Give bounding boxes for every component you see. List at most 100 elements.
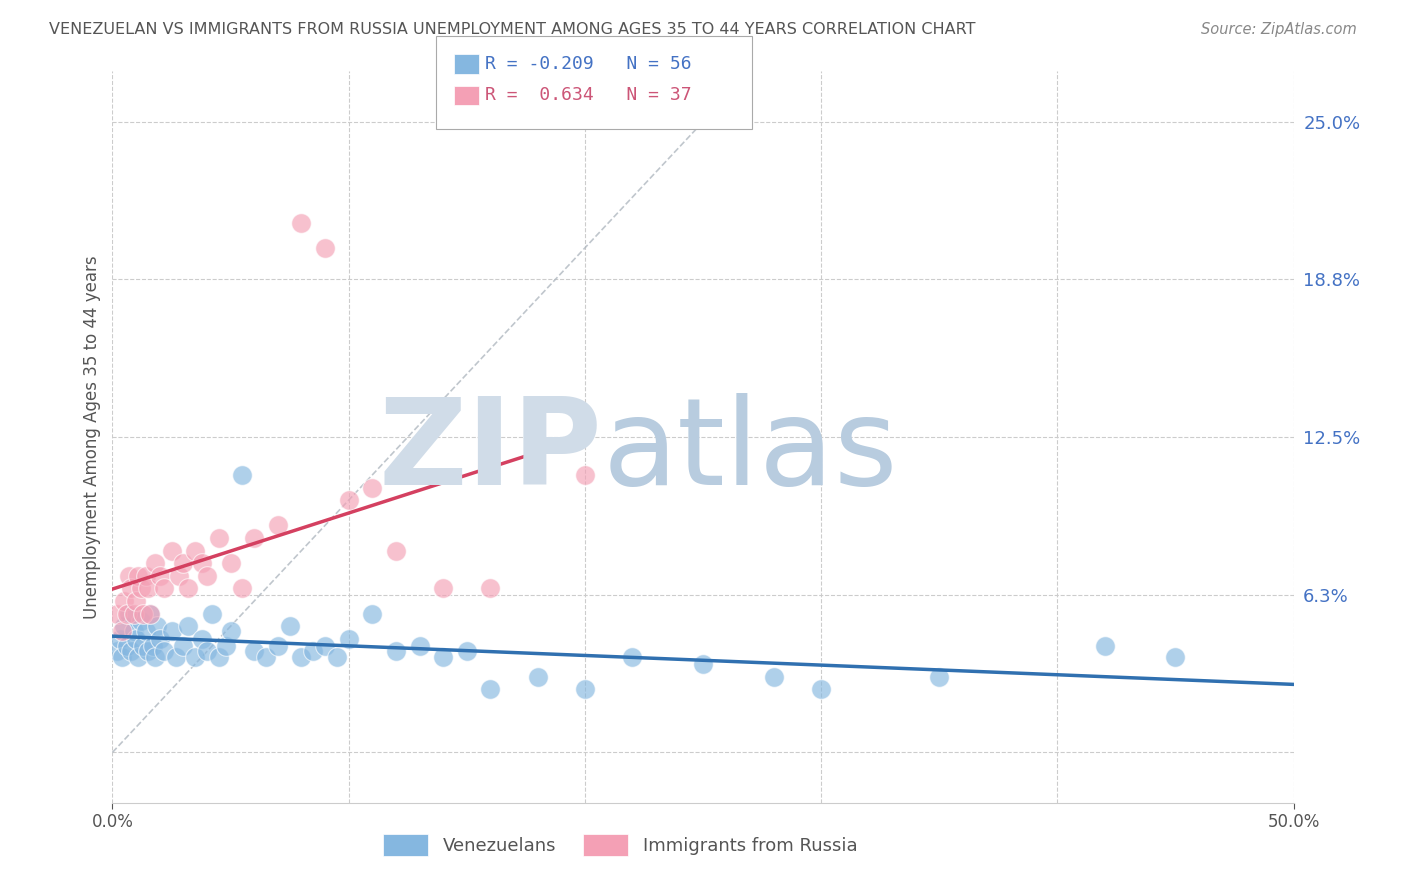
Point [201, 607, 224, 621]
Point [129, 614, 152, 628]
Point [108, 632, 131, 646]
Point [278, 619, 301, 633]
Point [361, 481, 384, 495]
Point [267, 640, 290, 654]
Point [143, 556, 166, 570]
Point [115, 640, 138, 654]
Point [127, 649, 149, 664]
Point [432, 582, 454, 596]
Point [526, 670, 548, 684]
Point [135, 624, 157, 639]
Text: ZIP: ZIP [378, 393, 603, 510]
Point [1094, 640, 1116, 654]
Point [127, 569, 149, 583]
Point [456, 644, 478, 658]
Point [231, 582, 253, 596]
Point [153, 582, 176, 596]
Point [112, 619, 135, 633]
Point [692, 657, 714, 671]
Point [361, 607, 384, 621]
Point [111, 624, 134, 639]
Point [314, 640, 336, 654]
Point [208, 649, 231, 664]
Text: VENEZUELAN VS IMMIGRANTS FROM RUSSIA UNEMPLOYMENT AMONG AGES 35 TO 44 YEARS CORR: VENEZUELAN VS IMMIGRANTS FROM RUSSIA UNE… [49, 22, 976, 37]
Point [177, 619, 200, 633]
Point [129, 582, 152, 596]
Point [165, 649, 187, 664]
Point [177, 582, 200, 596]
Point [191, 632, 214, 646]
Point [810, 682, 832, 697]
Point [136, 582, 159, 596]
Point [142, 640, 165, 654]
Point [125, 632, 148, 646]
Legend: Venezuelans, Immigrants from Russia: Venezuelans, Immigrants from Russia [375, 827, 865, 863]
Text: R =  0.634   N = 37: R = 0.634 N = 37 [485, 87, 692, 104]
Point [243, 644, 266, 658]
Point [314, 241, 336, 255]
Y-axis label: Unemployment Among Ages 35 to 44 years: Unemployment Among Ages 35 to 44 years [83, 255, 101, 619]
Point [290, 649, 312, 664]
Point [479, 682, 502, 697]
Point [132, 640, 155, 654]
Point [139, 607, 162, 621]
Point [172, 640, 194, 654]
Point [139, 607, 162, 621]
Point [149, 569, 172, 583]
Point [621, 649, 644, 664]
Point [118, 607, 141, 621]
Point [143, 649, 166, 664]
Point [231, 467, 253, 482]
Point [326, 649, 349, 664]
Point [219, 556, 242, 570]
Point [267, 518, 290, 533]
Point [149, 632, 172, 646]
Point [160, 543, 183, 558]
Point [167, 569, 190, 583]
Point [762, 670, 785, 684]
Point [302, 644, 325, 658]
Point [385, 644, 408, 658]
Point [112, 594, 135, 608]
Point [191, 556, 214, 570]
Point [105, 644, 128, 658]
Point [1164, 649, 1187, 664]
Point [337, 632, 360, 646]
Point [118, 569, 141, 583]
Point [574, 682, 596, 697]
Point [120, 582, 142, 596]
Point [122, 607, 145, 621]
Point [290, 216, 312, 230]
Point [122, 624, 145, 639]
Point [146, 619, 169, 633]
Point [115, 607, 138, 621]
Point [215, 640, 238, 654]
Text: Source: ZipAtlas.com: Source: ZipAtlas.com [1201, 22, 1357, 37]
Point [111, 649, 134, 664]
Point [479, 582, 502, 596]
Point [243, 531, 266, 545]
Point [153, 644, 176, 658]
Text: R = -0.209   N = 56: R = -0.209 N = 56 [485, 55, 692, 73]
Point [105, 607, 128, 621]
Point [125, 594, 148, 608]
Point [135, 569, 157, 583]
Point [432, 649, 454, 664]
Point [208, 531, 231, 545]
Point [337, 493, 360, 508]
Point [172, 556, 194, 570]
Point [254, 649, 277, 664]
Point [408, 640, 430, 654]
Point [184, 649, 207, 664]
Point [195, 569, 218, 583]
Point [184, 543, 207, 558]
Point [385, 543, 408, 558]
Text: atlas: atlas [603, 393, 898, 510]
Point [195, 644, 218, 658]
Point [120, 644, 142, 658]
Point [219, 624, 242, 639]
Point [160, 624, 183, 639]
Point [136, 644, 159, 658]
Point [132, 607, 155, 621]
Point [574, 467, 596, 482]
